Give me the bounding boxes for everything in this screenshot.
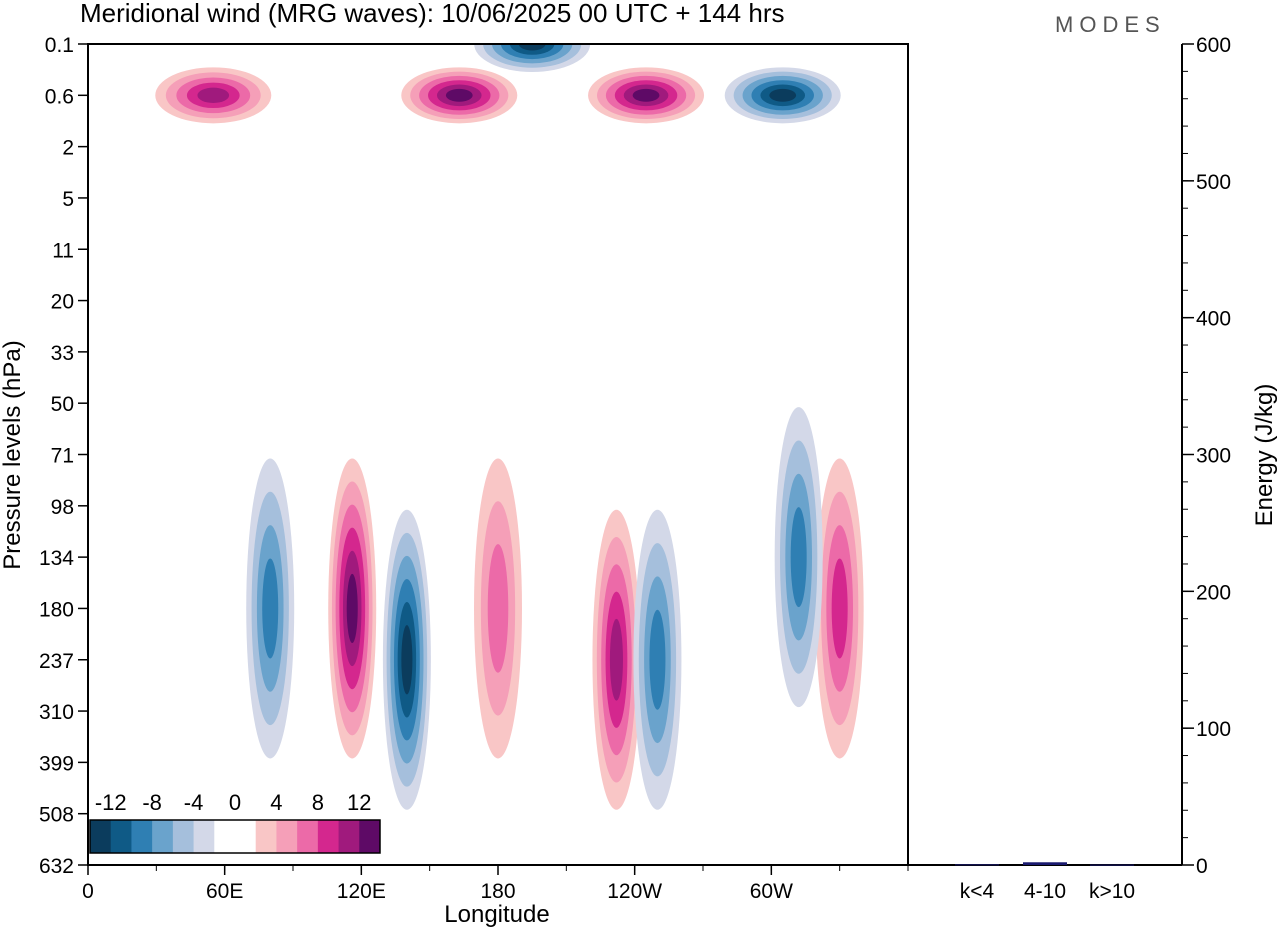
contour-level	[197, 87, 230, 103]
energy-panel: 0 100 200 300 400 500 600 k<4 4-10 k>10	[955, 34, 1231, 903]
colorbar-label: -12	[95, 790, 127, 815]
contour-feature	[588, 67, 705, 124]
colorbar-cell	[317, 820, 340, 853]
energy-tick-label: 0	[1196, 855, 1208, 878]
y-tick-label: 632	[39, 855, 74, 878]
x-tick-label: 120W	[607, 880, 662, 903]
contour-level	[649, 609, 666, 710]
colorbar-cell	[338, 820, 360, 853]
y-tick-label: 20	[51, 291, 74, 314]
contour-feature	[328, 458, 377, 759]
contour-feature	[815, 458, 864, 759]
colorbar-cell	[90, 820, 112, 853]
contour-level	[487, 544, 509, 673]
energy-tick-label: 600	[1196, 34, 1231, 57]
y-tick-label: 98	[51, 496, 74, 519]
colorbar-label: 0	[229, 790, 241, 815]
contour-feature	[633, 509, 682, 810]
colorbar-cell	[172, 820, 195, 853]
energy-category-label: k<4	[960, 880, 995, 903]
x-tick-label: 120E	[337, 880, 386, 903]
chart-title: Meridional wind (MRG waves): 10/06/2025 …	[80, 0, 785, 28]
x-tick-label: 0	[82, 880, 94, 903]
y-tick-label: 0.1	[45, 34, 74, 57]
y-tick-label: 399	[39, 752, 74, 775]
contour-level	[346, 573, 358, 644]
y-tick-label: 5	[62, 188, 74, 211]
colorbar-label: -8	[142, 790, 162, 815]
y-tick-label: 134	[39, 547, 74, 570]
y-tick-label: 2	[62, 137, 74, 160]
contour-level	[262, 558, 279, 659]
colorbar-cell	[110, 820, 132, 853]
x-tick-label: 60W	[750, 880, 793, 903]
colorbar-label: 12	[347, 790, 371, 815]
colorbar-cell	[297, 820, 319, 853]
x-axis-label: Longitude	[444, 901, 549, 928]
x-tick-label: 60E	[206, 880, 243, 903]
y-tick-label: 310	[39, 701, 74, 724]
x-tick-label: 180	[480, 880, 515, 903]
colorbar-cell	[276, 820, 298, 853]
colorbar: -12 -8 -4 0 4 8 12	[89, 790, 381, 854]
colorbar-cell	[255, 820, 277, 853]
colorbar-cell	[214, 820, 236, 853]
colorbar-cell	[193, 820, 215, 853]
energy-bar	[955, 864, 999, 866]
colorbar-label: 4	[270, 790, 282, 815]
contour-feature	[155, 67, 272, 124]
contour-feature	[474, 44, 591, 72]
energy-category-label: k>10	[1089, 880, 1135, 903]
energy-tick-label: 300	[1196, 445, 1231, 468]
y-tick-label: 508	[39, 804, 74, 827]
contour-feature	[592, 509, 641, 810]
contour-level	[831, 558, 848, 659]
y-tick-label: 0.6	[45, 85, 74, 108]
y-tick-label: 33	[51, 342, 74, 365]
colorbar-cell	[131, 820, 153, 853]
modes-logo: MODES	[1055, 12, 1166, 37]
contour-feature	[724, 67, 841, 124]
energy-tick-label: 100	[1196, 718, 1231, 741]
colorbar-cell	[152, 820, 174, 853]
contour-field	[155, 44, 864, 810]
energy-tick-label: 200	[1196, 581, 1231, 604]
y-tick-label: 237	[39, 650, 74, 673]
y-tick-label: 11	[52, 239, 74, 262]
y-tick-label: 50	[51, 393, 74, 416]
contour-feature	[774, 407, 823, 708]
y-axis-label: Pressure levels (hPa)	[0, 340, 26, 569]
contour-level	[445, 88, 473, 102]
colorbar-cell	[235, 820, 257, 853]
contour-level	[401, 625, 413, 695]
contour-feature	[382, 509, 431, 810]
colorbar-cell	[359, 820, 381, 853]
contour-level	[632, 88, 660, 102]
energy-bar	[1023, 862, 1067, 865]
colorbar-frame	[89, 819, 381, 854]
pressure-axis: 0.1 0.6 2 5 11 20 33 50 71 98 134 180 237 310 399 508 63…	[39, 34, 88, 878]
contour-feature	[246, 458, 295, 759]
contour-feature	[474, 458, 522, 759]
contour-level	[790, 507, 807, 608]
colorbar-label: -4	[184, 790, 204, 815]
longitude-axis: 0 60E 120E 180 120W 60W	[82, 865, 909, 903]
y-tick-label: 180	[39, 598, 74, 621]
energy-axis-label: Energy (J/kg)	[1251, 384, 1278, 527]
energy-tick-label: 500	[1196, 171, 1231, 194]
contour-level	[609, 618, 623, 701]
contour-level	[518, 44, 546, 51]
y-tick-label: 71	[51, 445, 74, 468]
contour-feature	[401, 67, 518, 124]
energy-bar	[1090, 864, 1134, 866]
energy-tick-label: 400	[1196, 308, 1231, 331]
colorbar-label: 8	[312, 790, 324, 815]
energy-category-label: 4-10	[1024, 880, 1066, 903]
contour-level	[769, 88, 797, 102]
